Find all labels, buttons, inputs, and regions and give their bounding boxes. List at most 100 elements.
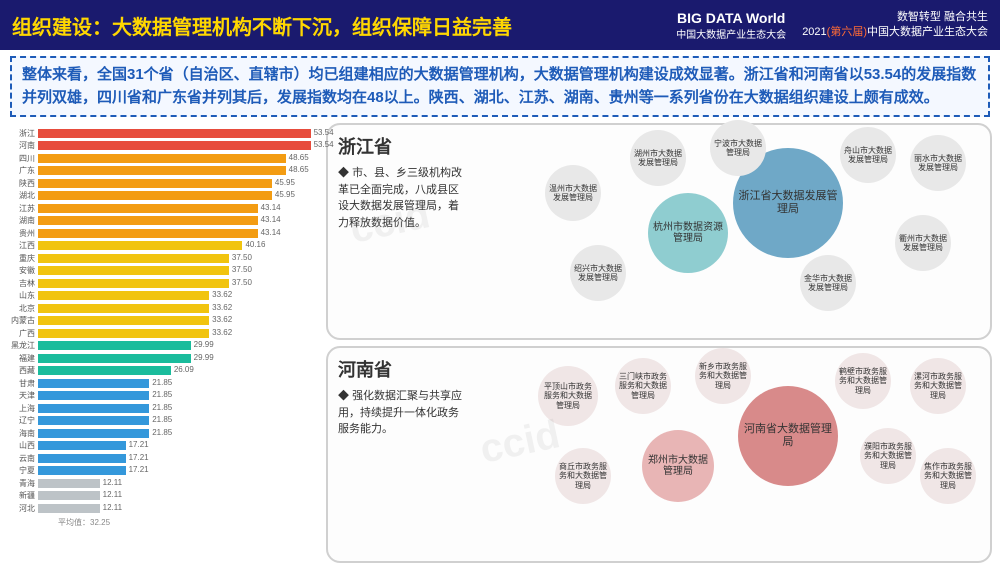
province-desc: 强化数据汇聚与共享应用，持续提升一体化政务服务能力。 (338, 388, 468, 438)
bar-fill: 21.85 (38, 416, 149, 425)
bar-value: 29.99 (194, 353, 214, 362)
bar-row: 浙江53.54 (8, 127, 318, 140)
bar-row: 北京33.62 (8, 302, 318, 315)
bubble-node: 商丘市政务服务和大数据管理局 (555, 448, 611, 504)
bubble-node: 宁波市大数据管理局 (710, 120, 766, 176)
bar-fill: 29.99 (38, 354, 191, 363)
bubble-node: 濮阳市政务服务和大数据管理局 (860, 428, 916, 484)
bar-label: 陕西 (8, 178, 38, 189)
bar-value: 43.14 (261, 215, 281, 224)
bar-value: 21.85 (152, 415, 172, 424)
bar-fill: 45.95 (38, 191, 272, 200)
bar-value: 33.62 (212, 290, 232, 299)
bar-label: 云南 (8, 453, 38, 464)
province-name: 河南省 (338, 356, 468, 382)
bar-row: 重庆37.50 (8, 252, 318, 265)
bar-label: 重庆 (8, 253, 38, 264)
bar-label: 海南 (8, 428, 38, 439)
bar-fill: 53.54 (38, 129, 311, 138)
bar-value: 17.21 (129, 465, 149, 474)
bar-row: 青海 12.11 (8, 477, 318, 490)
bar-value: 43.14 (261, 228, 281, 237)
bar-value: 37.50 (232, 265, 252, 274)
bar-fill: 40.16 (38, 241, 242, 250)
bar-row: 湖南43.14 (8, 215, 318, 228)
bubble-node: 舟山市大数据发展管理局 (840, 127, 896, 183)
bubble-node: 郑州市大数据管理局 (642, 430, 714, 502)
bar-fill: 21.85 (38, 379, 149, 388)
bar-value: 33.62 (212, 315, 232, 324)
bar-value: 21.85 (152, 403, 172, 412)
bar-label: 吉林 (8, 278, 38, 289)
bar-row: 山东33.62 (8, 290, 318, 303)
bar-fill: 33.62 (38, 316, 209, 325)
bar-label: 福建 (8, 353, 38, 364)
bubble-node: 湖州市大数据发展管理局 (630, 130, 686, 186)
bar-row: 上海21.85 (8, 402, 318, 415)
bar-fill: 33.62 (38, 291, 209, 300)
bubble-node: 鹤壁市政务服务和大数据管理局 (835, 353, 891, 409)
bar-value: 48.65 (289, 165, 309, 174)
bar-value: 45.95 (275, 190, 295, 199)
bar-fill: 21.85 (38, 404, 149, 413)
bar-row: 陕西 45.95 (8, 177, 318, 190)
bar-fill: 33.62 (38, 329, 209, 338)
bubble-node: 温州市大数据发展管理局 (545, 165, 601, 221)
bar-label: 青海 (8, 478, 38, 489)
bubble-node: 杭州市数据资源管理局 (648, 193, 728, 273)
bar-label: 浙江 (8, 128, 38, 139)
header-slogan: 数智转型 融合共生 2021(第六届)中国大数据产业生态大会 (802, 10, 988, 41)
bar-label: 河南 (8, 140, 38, 151)
bar-fill: 37.50 (38, 279, 229, 288)
bubble-node: 新乡市政务服务和大数据管理局 (695, 348, 751, 404)
bar-value: 26.09 (174, 365, 194, 374)
bar-fill: 17.21 (38, 454, 126, 463)
bar-fill: 43.14 (38, 204, 258, 213)
bar-row: 福建29.99 (8, 352, 318, 365)
average-label: 平均值：32.25 (58, 517, 318, 528)
bar-row: 湖北45.95 (8, 190, 318, 203)
bubble-chart: 浙江省大数据发展管理局杭州市数据资源管理局温州市大数据发展管理局绍兴市大数据发展… (468, 133, 980, 330)
bar-value: 12.11 (103, 478, 122, 487)
bar-row: 黑龙江29.99 (8, 340, 318, 353)
bar-row: 天津21.85 (8, 390, 318, 403)
bar-chart: 浙江53.54河南53.54四川48.65广东48.65陕西45.95湖北45.… (8, 123, 318, 563)
bar-row: 山西 17.21 (8, 440, 318, 453)
bar-row: 甘肃21.85 (8, 377, 318, 390)
header: 组织建设：大数据管理机构不断下沉，组织保障日益完善 BIG DATA World… (0, 0, 1000, 50)
bar-fill: 48.65 (38, 154, 286, 163)
bar-value: 33.62 (212, 303, 232, 312)
bar-fill: 37.50 (38, 266, 229, 275)
bar-value: 37.50 (232, 278, 252, 287)
bar-row: 吉林37.50 (8, 277, 318, 290)
bar-value: 45.95 (275, 178, 295, 187)
bar-fill: 21.85 (38, 391, 149, 400)
province-box: 浙江省市、县、乡三级机构改革已全面完成，八成县区设大数据发展管理局，着力释放数据… (326, 123, 992, 340)
bar-row: 江西40.16 (8, 240, 318, 253)
bar-row: 内蒙古33.62 (8, 315, 318, 328)
bubble-node: 金华市大数据发展管理局 (800, 255, 856, 311)
bar-value: 48.65 (289, 153, 309, 162)
bubble-node: 漯河市政务服务和大数据管理局 (910, 358, 966, 414)
bar-label: 贵州 (8, 228, 38, 239)
bar-label: 安徽 (8, 265, 38, 276)
bar-label: 内蒙古 (8, 315, 38, 326)
bar-fill: 43.14 (38, 216, 258, 225)
bar-label: 广西 (8, 328, 38, 339)
bar-label: 新疆 (8, 490, 38, 501)
bar-value: 17.21 (129, 440, 149, 449)
bar-fill: 21.85 (38, 429, 149, 438)
bubble-node: 三门峡市政务服务和大数据管理局 (615, 358, 671, 414)
bar-label: 黑龙江 (8, 340, 38, 351)
bar-fill: 12.11 (38, 504, 100, 513)
summary-box: 整体来看，全国31个省（自治区、直辖市）均已组建相应的大数据管理机构，大数据管理… (10, 56, 990, 117)
bar-label: 湖北 (8, 190, 38, 201)
bar-label: 山西 (8, 440, 38, 451)
bar-label: 山东 (8, 290, 38, 301)
bar-label: 四川 (8, 153, 38, 164)
bar-value: 12.11 (103, 490, 122, 499)
bar-row: 广东48.65 (8, 165, 318, 178)
bar-fill: 53.54 (38, 141, 311, 150)
bar-row: 西藏26.09 (8, 365, 318, 378)
bar-label: 河北 (8, 503, 38, 514)
